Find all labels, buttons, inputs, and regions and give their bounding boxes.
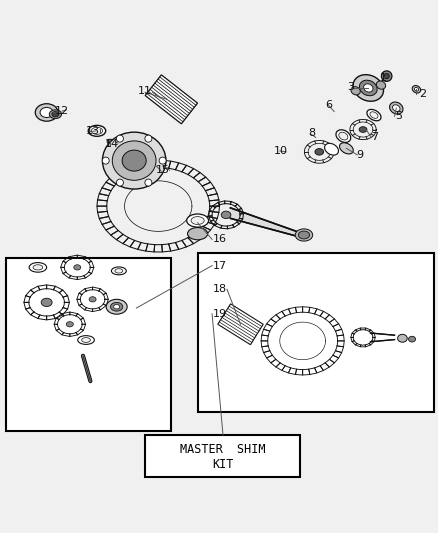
Text: 18: 18 — [212, 284, 226, 294]
Text: 17: 17 — [212, 261, 226, 271]
Ellipse shape — [112, 141, 155, 180]
Text: 8: 8 — [307, 128, 314, 138]
Ellipse shape — [78, 336, 94, 344]
Ellipse shape — [187, 228, 207, 240]
Ellipse shape — [102, 132, 166, 189]
Ellipse shape — [375, 81, 385, 89]
Ellipse shape — [338, 132, 347, 140]
Ellipse shape — [335, 130, 350, 142]
Polygon shape — [370, 333, 394, 342]
Ellipse shape — [110, 302, 123, 311]
Circle shape — [381, 71, 391, 82]
Text: 6: 6 — [325, 100, 332, 110]
Ellipse shape — [41, 298, 52, 306]
Text: 15: 15 — [155, 165, 169, 175]
Ellipse shape — [115, 269, 123, 273]
Circle shape — [116, 135, 123, 142]
Ellipse shape — [111, 267, 126, 275]
Ellipse shape — [49, 110, 61, 118]
Ellipse shape — [324, 143, 338, 155]
Ellipse shape — [186, 214, 208, 227]
Text: 7: 7 — [371, 132, 378, 142]
Ellipse shape — [314, 149, 323, 155]
Text: 1: 1 — [379, 74, 386, 83]
Text: 12: 12 — [55, 106, 69, 116]
Ellipse shape — [366, 109, 380, 121]
Ellipse shape — [89, 297, 96, 302]
Ellipse shape — [352, 75, 383, 101]
FancyBboxPatch shape — [197, 253, 433, 412]
Polygon shape — [145, 75, 197, 124]
Ellipse shape — [88, 125, 106, 136]
Ellipse shape — [35, 104, 58, 121]
Ellipse shape — [389, 102, 402, 114]
Ellipse shape — [74, 265, 81, 270]
Ellipse shape — [408, 336, 415, 342]
Ellipse shape — [107, 139, 115, 145]
Ellipse shape — [350, 87, 360, 95]
FancyBboxPatch shape — [145, 435, 300, 477]
Text: 9: 9 — [355, 150, 362, 160]
Text: 14: 14 — [105, 139, 119, 149]
Circle shape — [102, 157, 109, 164]
Text: 10: 10 — [273, 146, 287, 156]
Ellipse shape — [29, 263, 46, 272]
Text: MASTER  SHIM: MASTER SHIM — [180, 443, 265, 456]
Ellipse shape — [297, 231, 309, 239]
Polygon shape — [230, 208, 300, 237]
Circle shape — [383, 74, 389, 79]
Polygon shape — [217, 304, 263, 345]
Ellipse shape — [392, 105, 399, 111]
Ellipse shape — [33, 265, 42, 270]
Circle shape — [159, 157, 166, 164]
Text: 2: 2 — [418, 88, 426, 99]
Ellipse shape — [359, 80, 376, 96]
Ellipse shape — [397, 334, 406, 342]
Ellipse shape — [66, 321, 73, 327]
Ellipse shape — [358, 127, 366, 132]
FancyBboxPatch shape — [6, 258, 171, 431]
Ellipse shape — [113, 304, 120, 309]
Ellipse shape — [411, 85, 420, 93]
Circle shape — [145, 135, 152, 142]
Ellipse shape — [191, 216, 204, 224]
Ellipse shape — [122, 150, 146, 171]
Ellipse shape — [106, 300, 127, 314]
Ellipse shape — [52, 111, 59, 117]
Ellipse shape — [369, 112, 377, 118]
Ellipse shape — [413, 87, 417, 91]
Circle shape — [145, 179, 152, 186]
Ellipse shape — [339, 143, 353, 154]
Text: 5: 5 — [395, 110, 402, 120]
Ellipse shape — [363, 84, 372, 92]
Text: 11: 11 — [138, 86, 152, 96]
Text: 3: 3 — [346, 82, 353, 92]
Ellipse shape — [91, 127, 102, 134]
Ellipse shape — [221, 211, 230, 219]
Text: 16: 16 — [212, 235, 226, 244]
Text: KIT: KIT — [212, 458, 233, 471]
Text: 19: 19 — [212, 309, 226, 319]
Circle shape — [116, 179, 123, 186]
Ellipse shape — [81, 337, 90, 342]
Text: 13: 13 — [85, 126, 99, 136]
Ellipse shape — [40, 108, 53, 117]
Ellipse shape — [294, 229, 312, 241]
